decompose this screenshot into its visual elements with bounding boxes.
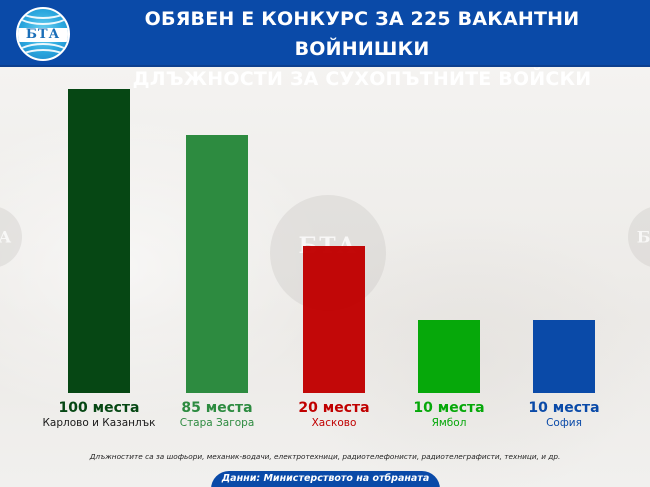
- bar-value-karlovo-kazanlak: 100 места: [58, 400, 140, 416]
- bar-stara-zagora: [186, 135, 248, 393]
- logo-text: БТА: [25, 27, 61, 42]
- title-line-2: ДЛЪЖНОСТИ ЗА СУХОПЪТНИТЕ ВОЙСКИ: [132, 68, 592, 90]
- bta-watermark-left: БТА: [0, 206, 22, 268]
- bar-value-sofia: 10 места: [528, 400, 600, 416]
- bar-sofia: [533, 320, 595, 393]
- bar-label-karlovo-kazanlak: Карлово и Казанлък: [42, 417, 156, 429]
- bar-haskovo: [303, 246, 365, 393]
- bar-value-stara-zagora: 85 места: [181, 400, 253, 416]
- footnote: Длъжностите са за шофьори, механик-водач…: [89, 452, 561, 461]
- bar-value-haskovo: 20 места: [298, 400, 370, 416]
- bta-logo-icon: БТА: [16, 7, 70, 61]
- header-banner: БТА ОБЯВЕН Е КОНКУРС ЗА 225 ВАКАНТНИ ВОЙ…: [0, 0, 650, 90]
- bar-label-haskovo: Хасково: [311, 417, 357, 429]
- title-line-1: ОБЯВЕН Е КОНКУРС ЗА 225 ВАКАНТНИ ВОЙНИШК…: [144, 8, 580, 60]
- source-badge: Данни: Министерството на отбраната: [211, 471, 440, 487]
- bar-value-yambol: 10 места: [413, 400, 485, 416]
- page-title: ОБЯВЕН Е КОНКУРС ЗА 225 ВАКАНТНИ ВОЙНИШК…: [82, 4, 642, 94]
- bar-karlovo-kazanlak: [68, 89, 130, 393]
- bar-label-sofia: София: [546, 417, 582, 429]
- bta-watermark-right: БТА: [628, 206, 650, 268]
- bar-yambol: [418, 320, 480, 393]
- bar-label-yambol: Ямбол: [431, 417, 467, 429]
- bar-label-stara-zagora: Стара Загора: [179, 417, 255, 429]
